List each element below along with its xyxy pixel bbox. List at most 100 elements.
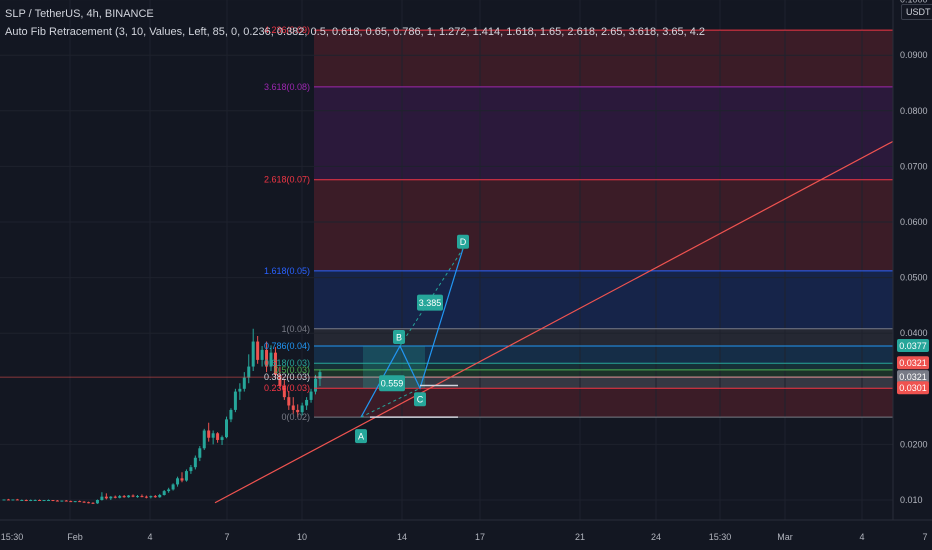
candle-body	[42, 500, 46, 501]
price-tick-label: 0.1000	[900, 0, 928, 5]
candle-body	[291, 405, 295, 410]
candle-body	[207, 430, 211, 438]
candle-body	[82, 501, 86, 503]
candle-body	[251, 341, 255, 367]
fib-level-label: 3.618(0.08)	[264, 82, 310, 92]
currency-label[interactable]: USDT	[901, 4, 932, 20]
fib-level-label: 0.786(0.04)	[264, 341, 310, 351]
symbol-title[interactable]: SLP / TetherUS, 4h, BINANCE	[5, 8, 154, 20]
candle-body	[2, 499, 6, 501]
candle-body	[95, 500, 99, 504]
price-tick-label: 0.0800	[900, 106, 928, 116]
time-tick-label: Mar	[777, 532, 793, 542]
candle-body	[238, 388, 242, 392]
candle-body	[176, 478, 180, 485]
candle-body	[118, 496, 122, 498]
candle-body	[131, 495, 135, 497]
candle-body	[38, 500, 42, 501]
pattern-point-c	[414, 392, 426, 407]
price-badge	[897, 370, 929, 384]
price-badge-label: 0.0321	[899, 372, 927, 382]
candle-body	[278, 374, 282, 387]
pattern-point-label: B	[396, 332, 402, 342]
time-tick-label: Feb	[67, 532, 83, 542]
time-tick-label: 15:30	[1, 532, 24, 542]
candle-body	[162, 491, 166, 495]
pattern-point-label: A	[358, 432, 364, 442]
pattern-ratio-badge	[379, 375, 405, 392]
candle-body	[136, 496, 139, 498]
time-tick-label: 10	[297, 532, 307, 542]
candle-body	[33, 500, 37, 501]
pattern-point-label: D	[460, 237, 467, 247]
candle-body	[144, 496, 148, 498]
time-tick-label: 17	[475, 532, 485, 542]
candle-body	[11, 499, 15, 501]
candle-body	[113, 496, 117, 498]
candle-body	[122, 496, 126, 498]
candle-body	[269, 352, 273, 367]
price-tick-label: 0.0900	[900, 50, 928, 60]
candle-body	[109, 496, 113, 499]
candle-body	[153, 496, 157, 498]
candle-body	[273, 352, 277, 375]
candle-body	[140, 496, 144, 498]
trend-line	[214, 140, 894, 504]
fib-level-label: 0.5(0.03)	[274, 365, 310, 375]
price-badge-label: 0.0377	[899, 341, 927, 351]
candle-body	[265, 349, 269, 367]
candle-body	[211, 433, 215, 438]
candle-body	[229, 409, 233, 420]
candle-body	[260, 349, 264, 360]
candle-body	[78, 501, 82, 503]
candle-body	[198, 448, 202, 458]
candle-body	[220, 437, 224, 440]
time-tick-label: 7	[922, 532, 927, 542]
candle-body	[247, 366, 251, 378]
price-tick-label: 0.0500	[900, 273, 928, 283]
fib-zone	[314, 270, 893, 329]
candle-body	[15, 499, 19, 501]
fib-level-label: 2.618(0.07)	[264, 175, 310, 185]
candle-body	[91, 502, 95, 504]
pattern-point-b	[393, 329, 405, 344]
time-tick-label: 7	[224, 532, 229, 542]
candle-body	[184, 471, 188, 481]
candle-body	[318, 372, 322, 379]
candle-body	[69, 501, 73, 503]
price-badge-label: 0.0301	[899, 383, 927, 393]
candle-body	[256, 341, 260, 360]
time-tick-label: 14	[397, 532, 407, 542]
candle-body	[24, 500, 28, 501]
fib-zone	[314, 388, 893, 418]
candle-body	[6, 499, 10, 501]
fib-level-label: 1(0.04)	[281, 324, 310, 334]
price-tick-label: 0.010	[900, 495, 923, 505]
fib-zone	[314, 369, 893, 378]
time-tick-label: 24	[651, 532, 661, 542]
price-axis	[893, 0, 932, 550]
price-tick-label: 0.0600	[900, 217, 928, 227]
fib-zone	[314, 345, 893, 364]
candle-body	[216, 433, 220, 440]
price-badge	[897, 381, 929, 395]
fib-level-label: 0(0.02)	[281, 412, 310, 422]
candle-body	[167, 489, 171, 492]
fib-level-label: 0.618(0.03)	[264, 358, 310, 368]
pattern-ratio-line	[399, 248, 464, 347]
price-tick-label: 0.0200	[900, 439, 928, 449]
candle-body	[29, 500, 33, 501]
candle-body	[104, 496, 108, 499]
candle-body	[127, 495, 131, 498]
candle-body	[225, 419, 228, 438]
fib-level-label: 4.236(0.09)	[264, 25, 310, 35]
price-badge	[897, 338, 929, 352]
pattern-ratio-label: 3.385	[419, 298, 442, 308]
candle-body	[305, 399, 309, 406]
pattern-ratio-badge	[417, 294, 443, 311]
indicator-legend[interactable]: Auto Fib Retracement (3, 10, Values, Lef…	[5, 26, 705, 38]
candle-body	[309, 391, 313, 400]
price-badge	[897, 356, 929, 370]
candle-body	[64, 500, 68, 502]
